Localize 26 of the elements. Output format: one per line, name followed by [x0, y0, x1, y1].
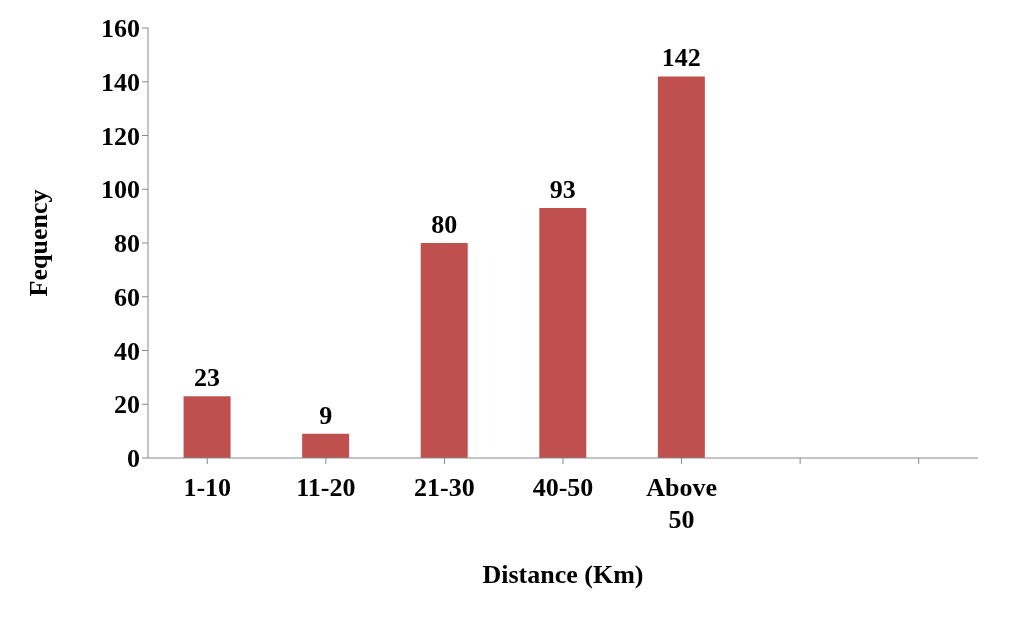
- data-label: 142: [661, 43, 701, 73]
- y-tick-label: 20: [114, 390, 140, 420]
- bar: [183, 396, 231, 458]
- y-tick-label: 100: [101, 175, 140, 205]
- y-tick-label: 0: [127, 444, 140, 474]
- data-label: 9: [319, 400, 333, 430]
- bar: [539, 208, 587, 458]
- x-tick-label: 21-30: [414, 473, 475, 502]
- y-tick-label: 60: [114, 282, 140, 312]
- y-tick-label: 140: [101, 67, 140, 97]
- x-tick-label: 11-20: [296, 473, 356, 502]
- bar: [657, 76, 705, 458]
- bar: [302, 433, 350, 458]
- y-tick-label: 40: [114, 336, 140, 366]
- x-tick-label: Above 50: [646, 473, 717, 534]
- x-axis-title: Distance (Km): [482, 560, 644, 589]
- y-axis-title: Fequency: [24, 189, 54, 297]
- data-label: 80: [431, 210, 458, 239]
- data-label: 93: [549, 175, 576, 205]
- x-tick-label: 40-50: [532, 473, 594, 502]
- x-tick-label: 1-10: [183, 473, 232, 502]
- y-tick-label: 160: [101, 14, 140, 44]
- y-tick-label: 80: [114, 229, 140, 259]
- data-label: 23: [194, 363, 221, 393]
- y-tick-label: 120: [101, 121, 140, 151]
- bar: [420, 243, 468, 458]
